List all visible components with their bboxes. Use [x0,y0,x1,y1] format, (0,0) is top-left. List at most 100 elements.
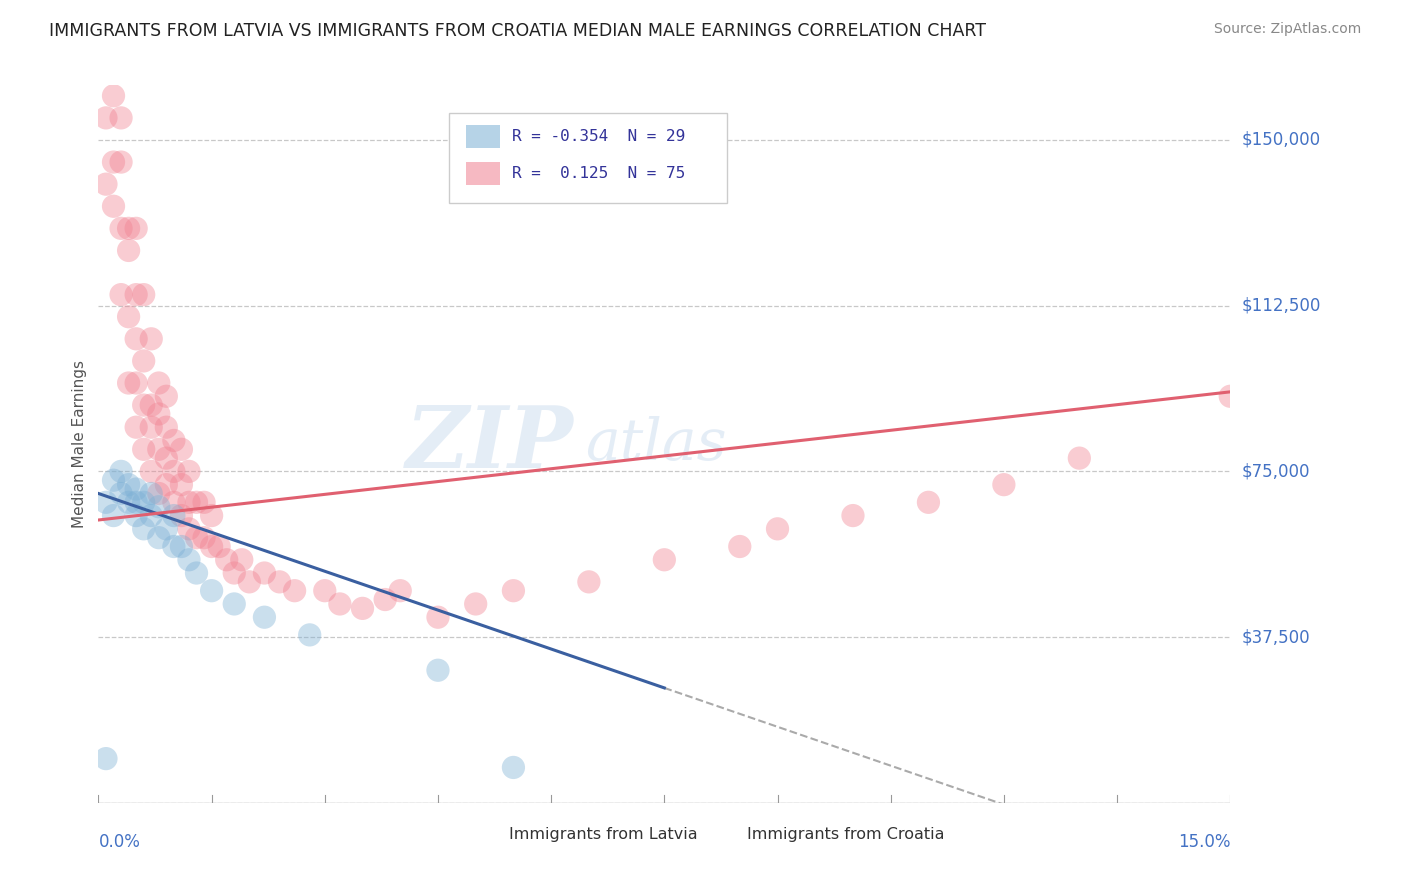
Point [652,553,676,567]
Point [170,540,193,554]
Point [103,199,125,213]
Point [125,221,148,235]
Text: IMMIGRANTS FROM LATVIA VS IMMIGRANTS FROM CROATIA MEDIAN MALE EARNINGS CORRELATI: IMMIGRANTS FROM LATVIA VS IMMIGRANTS FRO… [49,22,986,40]
Point [502,583,524,598]
Point [842,508,865,523]
Point [253,566,276,580]
Point [163,434,186,448]
Text: Source: ZipAtlas.com: Source: ZipAtlas.com [1213,22,1361,37]
Text: 0.0%: 0.0% [98,833,141,851]
Text: $37,500: $37,500 [1241,628,1310,646]
Point [117,477,139,491]
Point [94,495,117,509]
Point [329,597,352,611]
Point [170,477,193,491]
Point [141,398,163,412]
Point [170,508,193,523]
Point [177,522,200,536]
Text: ZIP: ZIP [406,402,574,485]
Point [177,464,200,478]
Point [502,760,524,774]
Point [125,287,148,301]
Point [163,464,186,478]
Point [110,464,132,478]
Point [163,508,186,523]
Point [141,508,163,523]
Point [148,500,170,514]
Point [132,495,155,509]
Point [117,376,139,390]
Point [208,540,231,554]
Point [141,486,163,500]
Point [141,332,163,346]
Point [103,155,125,169]
Bar [716,827,740,845]
Bar [467,162,501,186]
Point [298,628,321,642]
FancyBboxPatch shape [450,113,727,203]
Point [163,540,186,554]
Point [94,45,117,59]
Point [132,442,155,457]
Point [103,508,125,523]
Point [314,583,336,598]
Point [215,553,238,567]
Point [238,574,260,589]
Point [155,389,177,403]
Point [141,464,163,478]
Point [201,583,224,598]
Point [201,508,224,523]
Text: $112,500: $112,500 [1241,297,1320,315]
Point [125,376,148,390]
Point [148,486,170,500]
Point [125,332,148,346]
Text: R =  0.125  N = 75: R = 0.125 N = 75 [512,166,685,181]
Point [148,407,170,421]
Point [148,376,170,390]
Point [155,477,177,491]
Point [766,522,789,536]
Text: $150,000: $150,000 [1241,131,1320,149]
Point [125,495,148,509]
Point [141,420,163,434]
Point [117,221,139,235]
Point [125,482,148,496]
Point [269,574,291,589]
Point [352,601,374,615]
Point [193,495,215,509]
Point [132,287,155,301]
Text: Immigrants from Latvia: Immigrants from Latvia [509,827,697,842]
Point [186,531,208,545]
Point [224,597,246,611]
Point [170,442,193,457]
Point [132,398,155,412]
Text: $75,000: $75,000 [1241,462,1310,481]
Point [103,473,125,487]
Text: 15.0%: 15.0% [1178,833,1230,851]
Point [110,111,132,125]
Point [148,442,170,457]
Point [110,221,132,235]
Point [148,531,170,545]
Point [132,522,155,536]
Point [578,574,600,589]
Point [1219,389,1241,403]
Point [427,663,450,677]
Point [917,495,939,509]
Point [94,177,117,191]
Point [374,592,396,607]
Text: atlas: atlas [585,416,727,472]
Point [186,566,208,580]
Point [224,566,246,580]
Point [284,583,307,598]
Point [103,88,125,103]
Point [117,244,139,258]
Point [125,508,148,523]
Y-axis label: Median Male Earnings: Median Male Earnings [72,359,87,528]
Point [253,610,276,624]
Text: Immigrants from Croatia: Immigrants from Croatia [747,827,945,842]
Point [464,597,486,611]
Point [110,287,132,301]
Point [163,495,186,509]
Point [94,111,117,125]
